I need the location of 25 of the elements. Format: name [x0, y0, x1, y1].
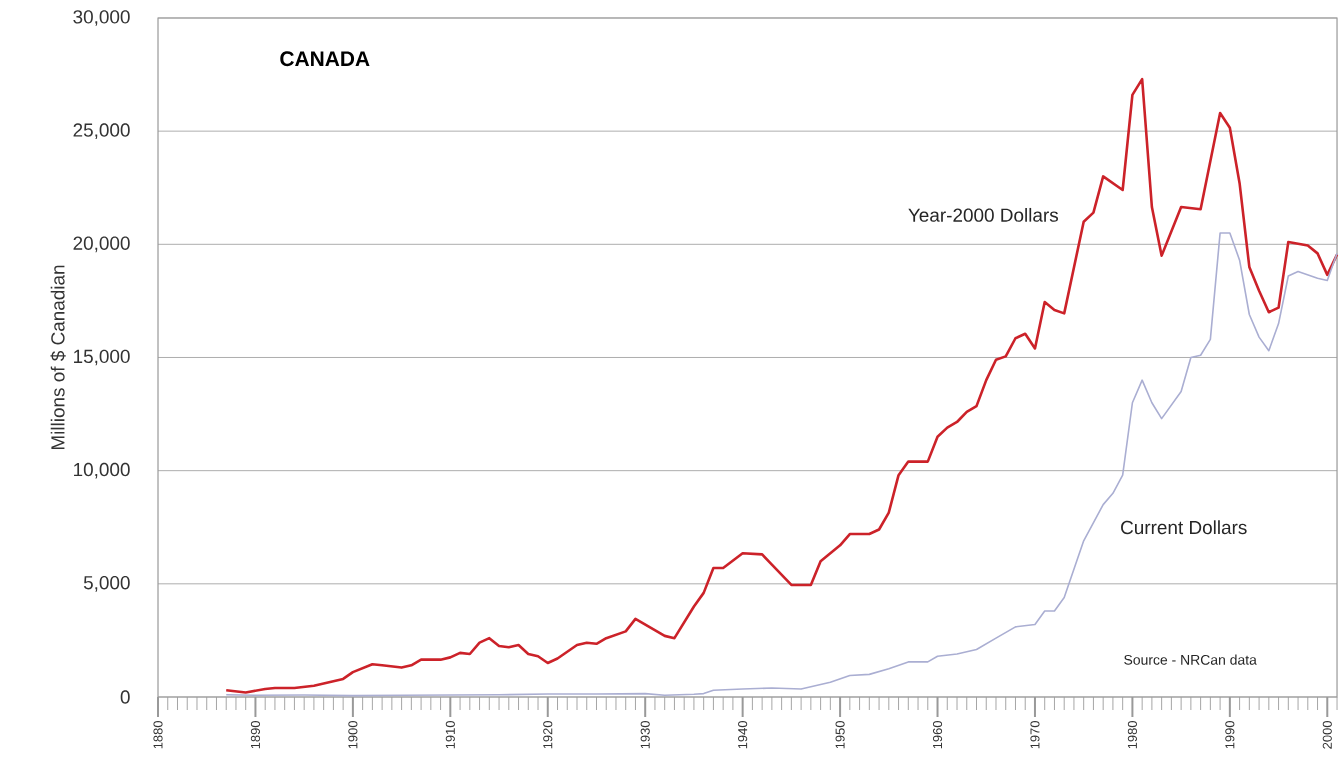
- x-tick-label: 1890: [250, 721, 261, 749]
- y-tick-label: 20,000: [73, 236, 130, 253]
- y-tick-label: 10,000: [74, 462, 130, 479]
- y-tick-label: 30,000: [73, 10, 130, 26]
- y-tick-label: 0: [120, 690, 130, 704]
- x-tick-label: 1980: [1127, 721, 1137, 749]
- series-label: Year-2000 Dollars: [908, 207, 1059, 222]
- y-tick-label: 5,000: [83, 576, 130, 592]
- x-tick-label: 1990: [1225, 721, 1235, 749]
- x-tick-label: 1930: [640, 721, 650, 749]
- series-label: Current Dollars: [1121, 520, 1247, 535]
- x-tick-label: 1900: [348, 721, 358, 749]
- x-tick-label: 2000: [1322, 721, 1332, 749]
- y-axis-title: Millions of $ Canadian: [50, 265, 66, 450]
- y-tick-label: 25,000: [73, 123, 130, 139]
- x-tick-label: 1960: [932, 721, 943, 749]
- x-tick-label: 1940: [738, 721, 748, 749]
- y-tick-label: 15,000: [74, 349, 130, 366]
- x-tick-label: 1950: [835, 721, 845, 749]
- text: CANADA: [280, 51, 370, 67]
- x-tick-label: 1880: [153, 721, 163, 749]
- x-tick-label: 1910: [445, 721, 455, 749]
- x-tick-label: 1970: [1030, 721, 1040, 749]
- annotation: Source - NRCan data: [1124, 654, 1257, 665]
- x-tick-label: 1920: [543, 721, 553, 749]
